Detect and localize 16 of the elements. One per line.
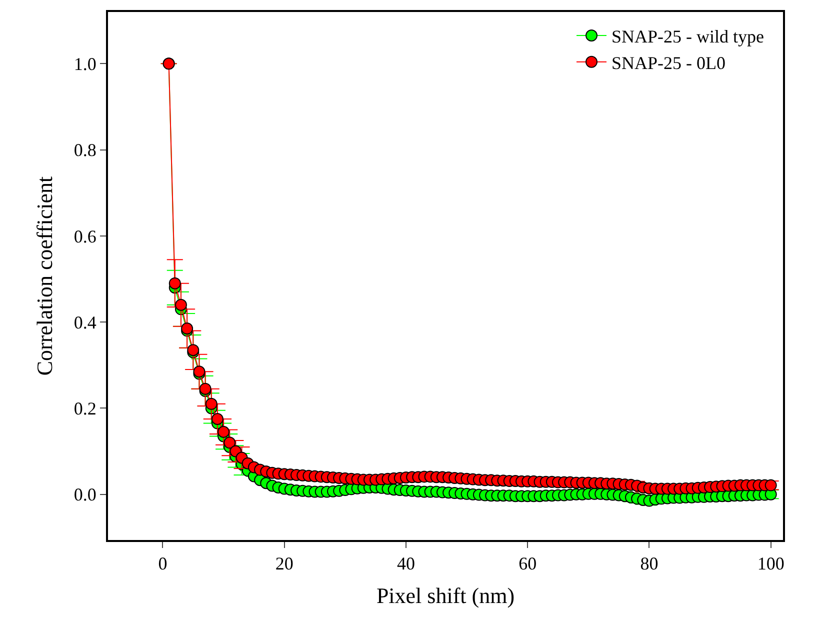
legend-label: SNAP-25 - 0L0 <box>612 52 726 73</box>
legend-label: SNAP-25 - wild type <box>612 26 764 46</box>
x-tick-label: 0 <box>158 554 168 574</box>
y-tick-label: 0.4 <box>74 312 96 332</box>
x-tick-label: 80 <box>640 554 658 574</box>
y-tick-label: 0.0 <box>74 484 96 505</box>
x-tick-label: 100 <box>757 554 784 574</box>
y-tick-label: 0.6 <box>74 226 96 246</box>
y-axis-title: Correlation coefficient <box>32 176 58 376</box>
x-axis-title: Pixel shift (nm) <box>376 583 515 608</box>
x-tick-label: 40 <box>396 554 415 574</box>
y-tick-label: 0.2 <box>74 398 96 419</box>
y-tick-label: 0.8 <box>74 140 96 160</box>
x-tick-label: 60 <box>518 554 537 574</box>
x-tick-label: 20 <box>275 554 294 574</box>
y-tick-label: 1.0 <box>74 54 96 74</box>
